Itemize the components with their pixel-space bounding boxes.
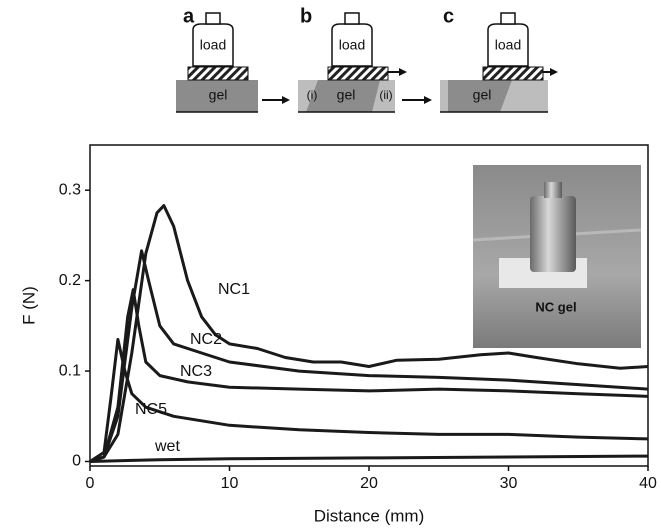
load-label: load xyxy=(495,37,521,53)
plate xyxy=(482,66,544,81)
load-bottle xyxy=(487,23,529,67)
y-tick-label: 0.1 xyxy=(59,362,81,379)
arrow-head xyxy=(399,68,407,76)
arrow-head xyxy=(282,96,290,104)
x-tick-label: 20 xyxy=(360,475,378,492)
series-label: wet xyxy=(154,438,180,455)
series-label: NC3 xyxy=(180,363,212,380)
x-axis-label: Distance (mm) xyxy=(314,506,425,525)
inset-photo: NC gel xyxy=(472,165,642,348)
gel-block xyxy=(176,80,258,112)
shear-label: (i) xyxy=(307,88,318,102)
series-line xyxy=(89,454,649,463)
load-bottle xyxy=(192,23,234,67)
panel-letter: c xyxy=(443,5,454,27)
gel-sheared xyxy=(448,80,512,112)
gel-label: gel xyxy=(337,87,356,103)
load-label: load xyxy=(339,37,365,53)
x-tick-label: 30 xyxy=(500,475,518,492)
gel-sheared xyxy=(306,80,380,112)
y-axis-label: F (N) xyxy=(19,286,38,325)
load-knob xyxy=(205,12,221,25)
plate xyxy=(327,66,389,81)
plot: 0 0.1 0.2 0.3 0 10 20 30 40 Distance (mm) F (N) NC1… xyxy=(19,144,657,525)
gel-label: gel xyxy=(473,87,492,103)
x-tick-label: 40 xyxy=(639,475,657,492)
y-tick-label: 0 xyxy=(72,453,81,470)
series-line xyxy=(89,337,649,463)
x-tick-label: 10 xyxy=(221,475,239,492)
series-label: NC5 xyxy=(135,401,167,418)
inset-label: NC gel xyxy=(535,299,576,314)
arrow-head xyxy=(424,96,432,104)
weight-knob xyxy=(544,182,562,198)
weight xyxy=(530,196,576,272)
series-line xyxy=(89,204,649,463)
load-knob xyxy=(500,12,516,25)
shear-label: (ii) xyxy=(379,88,392,102)
load-knob xyxy=(344,12,360,25)
panel-letter: b xyxy=(300,5,312,27)
series-label: NC2 xyxy=(190,331,222,348)
plate xyxy=(187,66,249,81)
y-tick-label: 0.2 xyxy=(59,272,81,289)
y-tick-label: 0.3 xyxy=(59,181,81,198)
load-label: load xyxy=(200,37,226,53)
series-line xyxy=(89,249,649,463)
gel-label: gel xyxy=(209,87,228,103)
x-tick-label: 0 xyxy=(86,475,95,492)
arrow-head xyxy=(550,68,558,76)
load-bottle xyxy=(331,23,373,67)
series-label: NC1 xyxy=(218,281,250,298)
panel-letter: a xyxy=(183,5,195,27)
